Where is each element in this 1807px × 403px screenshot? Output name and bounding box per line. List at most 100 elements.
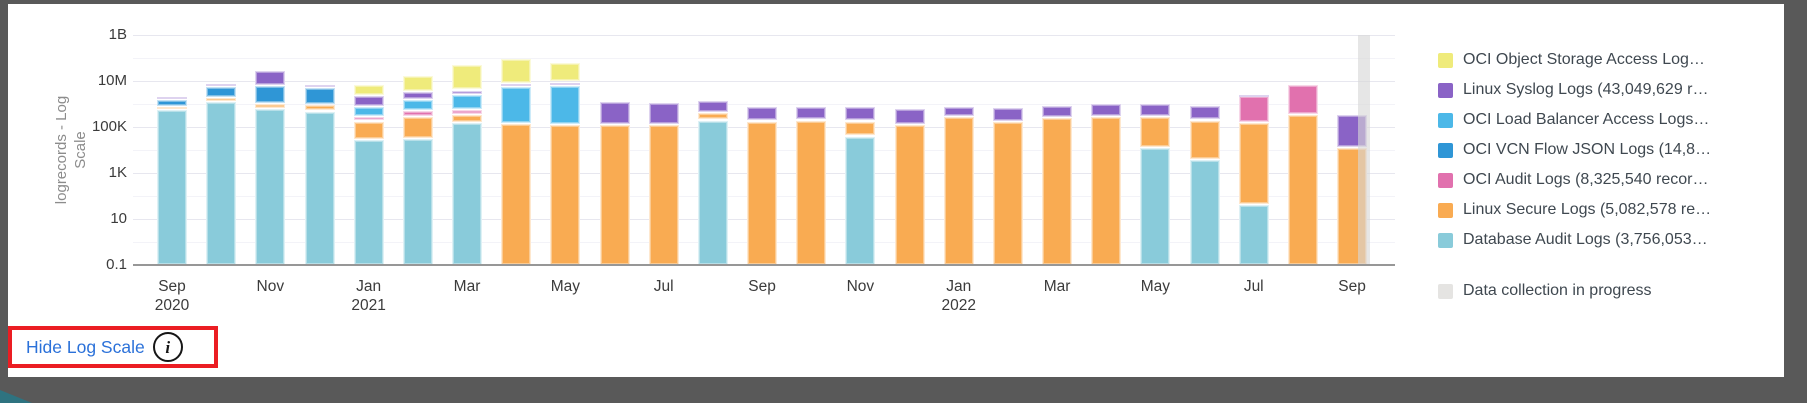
bar-segment-db bbox=[1189, 159, 1220, 265]
bar-segment-vcn bbox=[255, 86, 286, 103]
y-axis-title: logrecords - Log Scale bbox=[52, 35, 92, 265]
bar-segment-syslog bbox=[894, 109, 925, 124]
bar-segment-syslog bbox=[943, 107, 974, 117]
bar-segment-syslog bbox=[452, 90, 483, 94]
y-axis-title-line1: logrecords - Log bbox=[53, 95, 70, 205]
info-icon[interactable]: i bbox=[152, 332, 183, 362]
lb-swatch bbox=[1438, 112, 1453, 128]
bar-segment-audit bbox=[452, 109, 483, 114]
chart-panel: logrecords - Log Scale 1B 10M 100K 1K 10 0.1 … bbox=[8, 4, 1784, 377]
bar-jul-2022[interactable] bbox=[1238, 35, 1269, 265]
bar-may-2021[interactable] bbox=[550, 35, 581, 265]
syslog-swatch bbox=[1438, 82, 1453, 98]
bar-segment-syslog bbox=[1189, 105, 1220, 120]
bar-segment-secure bbox=[1091, 117, 1122, 265]
bar-segment-secure bbox=[550, 125, 581, 265]
bar-feb-2021[interactable] bbox=[402, 35, 433, 265]
bar-jan-2021[interactable] bbox=[353, 35, 384, 265]
x-tick-mar: Mar bbox=[453, 278, 481, 295]
bar-segment-syslog bbox=[1042, 105, 1073, 118]
bar-jan-2022[interactable] bbox=[943, 35, 974, 265]
bar-nov-2021[interactable] bbox=[845, 35, 876, 265]
legend-item-lb[interactable]: OCI Load Balancer Access Logs… bbox=[1438, 110, 1711, 130]
bar-segment-syslog bbox=[206, 84, 237, 87]
bar-segment-audit bbox=[1238, 96, 1269, 122]
corner-accent bbox=[0, 390, 32, 403]
gridline bbox=[133, 58, 1395, 59]
data-collection-band bbox=[1358, 35, 1371, 265]
bar-segment-syslog bbox=[501, 84, 532, 87]
bar-jul-2021[interactable] bbox=[648, 35, 679, 265]
bar-segment-objstore bbox=[452, 64, 483, 90]
bar-segment-lb bbox=[550, 86, 581, 124]
y-tick-1K: 1K bbox=[108, 164, 127, 181]
bar-sep-2020[interactable] bbox=[157, 35, 187, 265]
bar-nov-2020[interactable] bbox=[255, 35, 286, 265]
gridline bbox=[133, 35, 1395, 36]
bar-segment-secure bbox=[304, 104, 335, 111]
gridline bbox=[133, 81, 1395, 82]
legend-item-syslog[interactable]: Linux Syslog Logs (43,049,629 r… bbox=[1438, 80, 1711, 100]
bar-segment-syslog bbox=[1091, 104, 1122, 117]
bar-may-2022[interactable] bbox=[1140, 35, 1171, 265]
objstore-swatch bbox=[1438, 52, 1453, 68]
bar-segment-syslog bbox=[599, 101, 630, 124]
bar-jun-2021[interactable] bbox=[599, 35, 630, 265]
bar-segment-secure bbox=[747, 121, 778, 265]
bar-segment-syslog bbox=[353, 96, 384, 106]
legend-item-audit[interactable]: OCI Audit Logs (8,325,540 recor… bbox=[1438, 170, 1711, 190]
bar-mar-2021[interactable] bbox=[452, 35, 483, 265]
bar-segment-secure bbox=[894, 125, 925, 265]
x-tick-may: May bbox=[1140, 278, 1171, 295]
gridline bbox=[133, 104, 1395, 105]
bar-segment-secure bbox=[845, 121, 876, 136]
x-tick-sep-2020: Sep 2020 bbox=[154, 278, 190, 314]
y-tick-0.1: 0.1 bbox=[106, 256, 127, 273]
bar-segment-db bbox=[255, 109, 286, 265]
hide-log-scale-link[interactable]: Hide Log Scale bbox=[26, 336, 145, 357]
bar-segment-syslog bbox=[747, 107, 778, 121]
bar-mar-2022[interactable] bbox=[1042, 35, 1073, 265]
secure-swatch bbox=[1438, 202, 1453, 218]
bar-segment-syslog bbox=[796, 106, 827, 120]
bar-segment-syslog bbox=[992, 108, 1023, 122]
bar-segment-db bbox=[1140, 148, 1171, 265]
bar-segment-secure bbox=[402, 117, 433, 139]
bar-segment-secure bbox=[452, 115, 483, 122]
legend-item-secure[interactable]: Linux Secure Logs (5,082,578 re… bbox=[1438, 200, 1711, 220]
bar-segment-objstore bbox=[402, 76, 433, 91]
bar-aug-2021[interactable] bbox=[697, 35, 728, 265]
bar-segment-secure bbox=[157, 107, 187, 109]
bar-feb-2022[interactable] bbox=[992, 35, 1023, 265]
db-swatch bbox=[1438, 232, 1453, 248]
bar-segment-secure bbox=[1140, 117, 1171, 147]
bar-apr-2022[interactable] bbox=[1091, 35, 1122, 265]
bar-segment-secure bbox=[1238, 122, 1269, 204]
y-tick-10M: 10M bbox=[97, 72, 127, 89]
x-tick-jul: Jul bbox=[653, 278, 674, 295]
bar-segment-db bbox=[452, 122, 483, 265]
bar-aug-2022[interactable] bbox=[1287, 35, 1318, 265]
legend: OCI Object Storage Access Log… Linux Sysl… bbox=[1438, 50, 1711, 260]
bar-oct-2020[interactable] bbox=[206, 35, 237, 265]
bar-jun-2022[interactable] bbox=[1189, 35, 1220, 265]
bar-dec-2020[interactable] bbox=[304, 35, 335, 265]
bar-segment-audit bbox=[353, 116, 384, 121]
x-tick-jan-2021: Jan 2021 bbox=[351, 278, 386, 314]
bar-segment-vcn bbox=[304, 88, 335, 104]
bar-segment-objstore bbox=[501, 59, 532, 84]
progress-swatch bbox=[1438, 283, 1453, 299]
legend-item-vcn[interactable]: OCI VCN Flow JSON Logs (14,8… bbox=[1438, 140, 1711, 160]
bar-segment-secure bbox=[1189, 120, 1220, 159]
bar-dec-2021[interactable] bbox=[894, 35, 925, 265]
bar-segment-syslog bbox=[1238, 94, 1269, 97]
bar-segment-secure bbox=[255, 104, 286, 109]
bar-segment-secure bbox=[353, 121, 384, 139]
bar-segment-lb bbox=[501, 87, 532, 123]
bar-apr-2021[interactable] bbox=[501, 35, 532, 265]
legend-item-objstore[interactable]: OCI Object Storage Access Log… bbox=[1438, 50, 1711, 70]
x-tick-mar: Mar bbox=[1043, 278, 1071, 295]
legend-item-db[interactable]: Database Audit Logs (3,756,053… bbox=[1438, 230, 1711, 250]
bar-sep-2021[interactable] bbox=[747, 35, 778, 265]
bar-oct-2021[interactable] bbox=[796, 35, 827, 265]
